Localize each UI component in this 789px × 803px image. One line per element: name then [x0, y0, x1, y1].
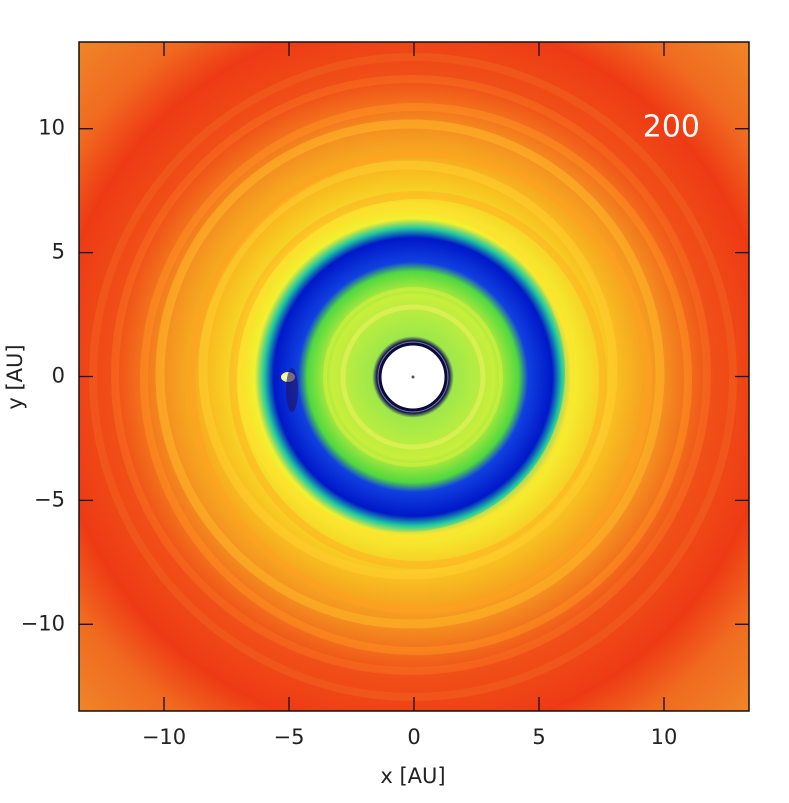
y-tick-label: 0 [52, 364, 65, 388]
x-tick-label: 0 [407, 725, 420, 749]
x-tick-label: −5 [274, 725, 305, 749]
annotation: 200 [643, 110, 700, 145]
y-tick-label: 10 [38, 116, 65, 140]
y-tick-label: 5 [52, 240, 65, 264]
y-tick-label: −10 [21, 611, 65, 635]
y-tick-label: −5 [34, 487, 65, 511]
x-axis-label: x [AU] [380, 764, 445, 788]
x-tick-label: 5 [532, 725, 545, 749]
y-axis-label: y [AU] [3, 344, 27, 409]
x-tick-label: 10 [651, 725, 678, 749]
x-tick-label: −10 [142, 725, 186, 749]
